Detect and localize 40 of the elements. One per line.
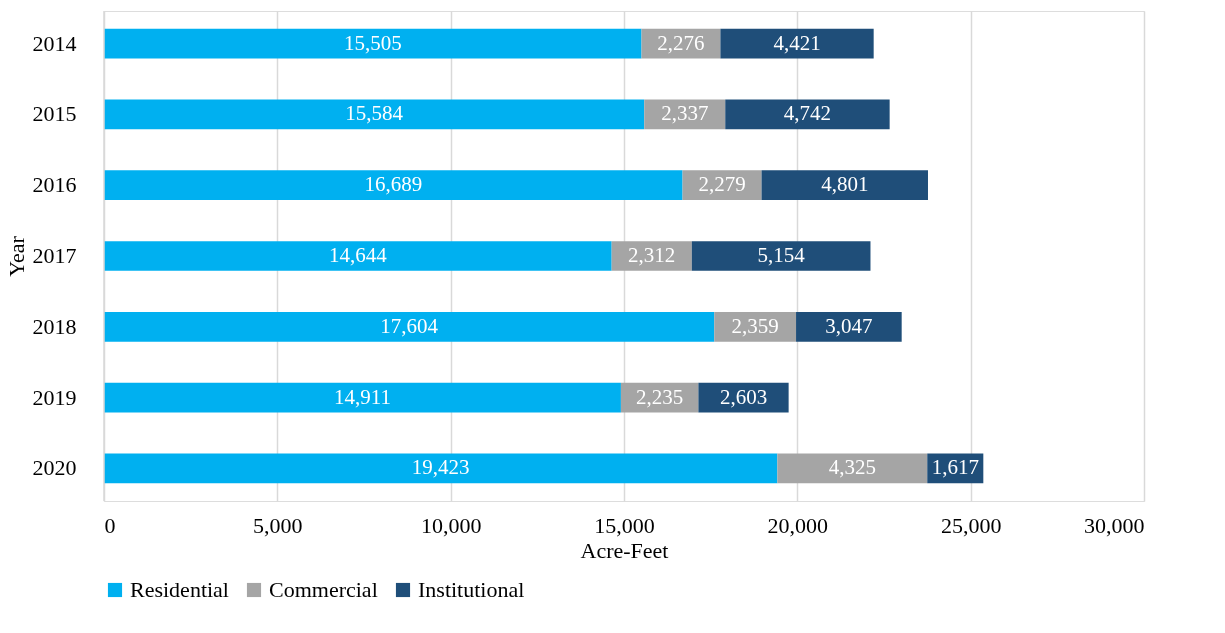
y-tick-label: 2019	[32, 384, 77, 410]
y-axis-title: Year	[3, 235, 29, 277]
x-tick-label: 15,000	[594, 512, 655, 538]
data-label: 4,421	[773, 30, 821, 55]
data-label: 4,742	[783, 101, 832, 126]
data-label: 17,604	[380, 313, 439, 338]
data-label: 2,359	[731, 313, 779, 338]
data-label: 14,911	[333, 384, 391, 409]
legend-label: Institutional	[418, 577, 525, 602]
y-tick-label: 2016	[32, 172, 77, 198]
data-label: 16,689	[364, 172, 423, 197]
x-tick-label: 10,000	[420, 512, 482, 538]
x-tick-label: 5,000	[253, 512, 303, 538]
x-axis-title: Acre-Feet	[580, 537, 669, 563]
data-label: 2,279	[698, 172, 746, 197]
data-label: 2,235	[636, 384, 684, 409]
data-label: 15,584	[345, 101, 404, 126]
legend-label: Residential	[130, 577, 229, 602]
x-tick-label: 20,000	[767, 512, 829, 538]
y-tick-label: 2014	[32, 30, 77, 56]
data-label: 2,312	[628, 243, 676, 267]
x-tick-label: 25,000	[940, 512, 1002, 538]
y-tick-label: 2018	[32, 313, 77, 339]
data-label: 4,801	[821, 172, 869, 197]
y-tick-label: 2015	[32, 101, 77, 127]
data-label: 1,617	[931, 455, 979, 480]
data-label: 15,505	[343, 30, 402, 55]
data-label: 14,644	[328, 243, 388, 267]
y-tick-label: 2020	[32, 455, 77, 481]
data-label: 2,276	[657, 30, 705, 55]
y-tick-label: 2017	[32, 243, 77, 268]
data-label: 4,325	[828, 455, 876, 480]
data-label: 5,154	[757, 243, 806, 267]
legend-label: Commercial	[269, 577, 378, 602]
data-label: 3,047	[825, 313, 873, 338]
data-label: 19,423	[411, 455, 470, 480]
data-label: 2,337	[661, 101, 709, 126]
x-tick-label: 30,000	[1084, 512, 1145, 538]
x-tick-label: 0	[104, 512, 116, 538]
data-label: 2,603	[719, 384, 768, 409]
